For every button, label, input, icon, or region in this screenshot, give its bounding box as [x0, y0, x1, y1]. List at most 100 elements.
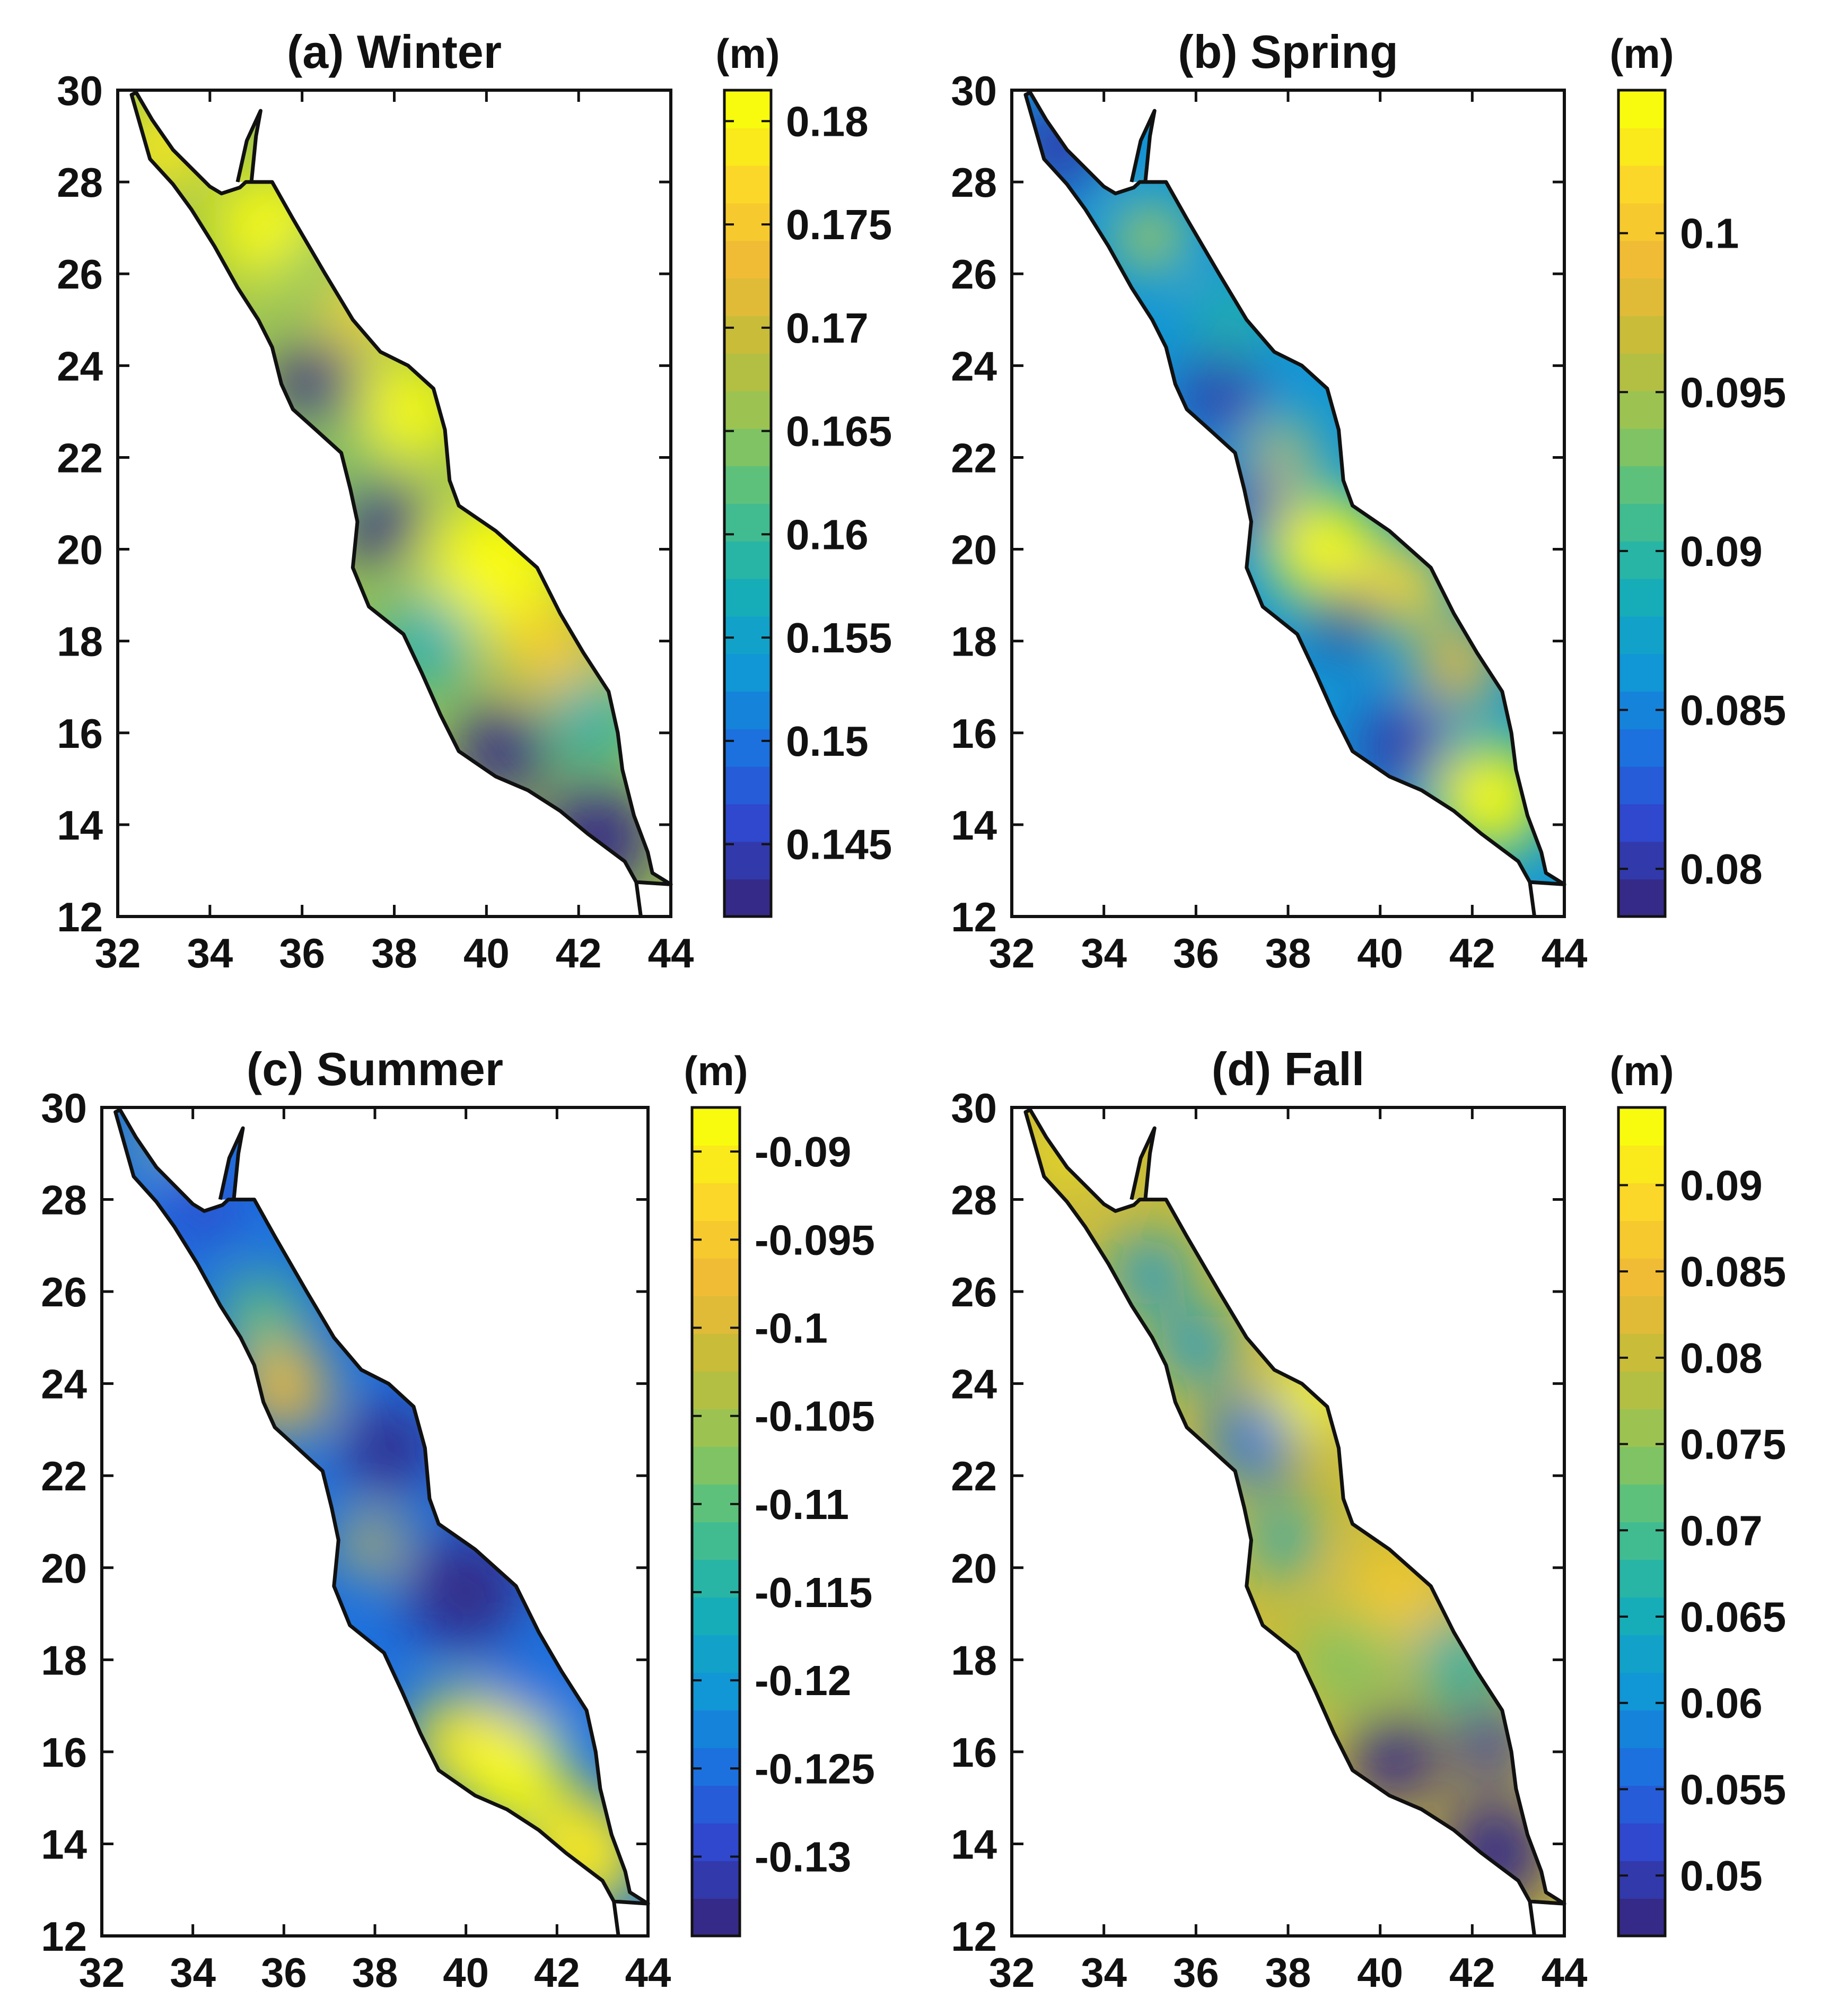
colorbar-band — [692, 1710, 740, 1748]
panel-2: 32 34 36 38 40 42 44 30 28 26 24 22 20 18 16 14 12 (b) Sp… — [951, 25, 1786, 976]
x-tick-label: 40 — [443, 1949, 489, 1996]
y-tick-label: 24 — [951, 343, 997, 389]
x-tick-label: 36 — [1173, 1949, 1219, 1996]
gulf-of-aqaba-coast — [1130, 109, 1157, 182]
colorbar-tick-label: 0.145 — [786, 821, 892, 868]
colorbar-band — [724, 804, 771, 842]
colorbar-tick-label: -0.115 — [755, 1569, 872, 1616]
colorbar-band — [1618, 1522, 1665, 1560]
y-tick-label: 20 — [57, 527, 103, 573]
colorbar-band — [692, 1748, 740, 1786]
colorbar-band — [1618, 540, 1665, 579]
x-tick-label: 32 — [989, 930, 1035, 976]
colorbar-band — [1618, 1635, 1665, 1673]
colorbar-band — [724, 428, 771, 467]
colorbar-band — [1618, 841, 1665, 880]
colorbar-band — [1618, 90, 1665, 128]
colorbar-band — [1618, 1484, 1665, 1522]
colorbar-band — [1618, 1183, 1665, 1221]
colorbar-tick-label: -0.12 — [755, 1657, 851, 1704]
colorbar-band — [1618, 879, 1665, 917]
y-tick-label: 18 — [41, 1637, 87, 1683]
colorbar-tick-label: 0.16 — [786, 511, 869, 558]
colorbar-band — [1618, 390, 1665, 429]
field-feature — [274, 342, 357, 426]
y-tick-label: 18 — [951, 1637, 997, 1683]
colorbar-frame — [723, 89, 773, 918]
colorbar-band — [724, 540, 771, 579]
colorbar-tick-label: 0.17 — [786, 304, 869, 352]
field-feature — [1113, 1236, 1187, 1310]
colorbar-unit-label: (m) — [1609, 1048, 1674, 1094]
colorbar-band — [1618, 1898, 1665, 1936]
x-tick-label: 40 — [1357, 1949, 1403, 1996]
colorbar-tick-label: 0.18 — [786, 98, 869, 145]
colorbar-band — [724, 90, 771, 128]
colorbar-band — [724, 578, 771, 617]
y-tick-label: 14 — [57, 802, 103, 849]
colorbar-band — [1618, 466, 1665, 504]
colorbar-band — [1618, 653, 1665, 692]
y-tick-label: 20 — [951, 1545, 997, 1592]
x-tick-label: 38 — [1265, 930, 1311, 976]
x-tick-label: 36 — [279, 930, 325, 976]
y-tick-label: 30 — [41, 1085, 87, 1131]
colorbar-band — [1618, 127, 1665, 166]
colorbar-tick-label: 0.08 — [1680, 845, 1763, 893]
colorbar-frame — [1617, 1106, 1667, 1938]
colorbar-band — [1618, 616, 1665, 654]
colorbar-tick-label: 0.07 — [1680, 1507, 1763, 1554]
colorbar-band — [1618, 1107, 1665, 1146]
colorbar-tick-label: 0.055 — [1680, 1766, 1786, 1813]
colorbar-tick-label: -0.105 — [755, 1393, 875, 1440]
y-tick-label: 30 — [57, 67, 103, 114]
colorbar-band — [724, 728, 771, 767]
bab-el-mandeb-coast — [634, 882, 643, 917]
colorbar-band — [692, 1672, 740, 1710]
gulf-of-aqaba-coast — [218, 1126, 245, 1200]
y-tick-label: 22 — [41, 1453, 87, 1499]
colorbar-unit-label: (m) — [684, 1048, 748, 1094]
y-tick-label: 16 — [41, 1729, 87, 1776]
colorbar-tick-label: 0.09 — [1680, 1162, 1763, 1209]
colorbar-band — [1618, 240, 1665, 279]
colorbar-band — [1618, 804, 1665, 842]
coastline — [1023, 1107, 1566, 1906]
colorbar-band — [1618, 1672, 1665, 1710]
colorbar-band — [1618, 1371, 1665, 1409]
y-tick-label: 12 — [57, 894, 103, 940]
y-tick-label: 22 — [951, 1453, 997, 1499]
colorbar-band — [692, 1258, 740, 1296]
colorbar-band — [1618, 353, 1665, 391]
field-feature — [1311, 586, 1376, 651]
colorbar-tick-label: -0.13 — [755, 1833, 851, 1880]
colorbar-band — [692, 1446, 740, 1485]
gulf-of-aqaba-coast — [1130, 1126, 1157, 1200]
colorbar-band — [692, 1409, 740, 1447]
colorbar-tick-label: 0.095 — [1680, 369, 1786, 416]
colorbar-band — [1618, 278, 1665, 316]
x-tick-label: 38 — [1265, 1949, 1311, 1996]
colorbar-band — [724, 653, 771, 692]
colorbar-band — [1618, 1748, 1665, 1786]
field-feature — [1256, 425, 1311, 481]
y-tick-label: 12 — [951, 894, 997, 940]
colorbar-band — [692, 1333, 740, 1372]
panel-title: (a) Winter — [287, 25, 502, 78]
colorbar-band — [724, 390, 771, 429]
y-tick-label: 26 — [57, 251, 103, 298]
y-tick-label: 26 — [951, 251, 997, 298]
colorbar-tick-label: 0.08 — [1680, 1334, 1763, 1382]
x-tick-label: 44 — [625, 1949, 671, 1996]
field-feature — [343, 1402, 434, 1494]
colorbar-tick-label: -0.11 — [755, 1481, 849, 1528]
colorbar-band — [692, 1597, 740, 1635]
colorbar-band — [1618, 315, 1665, 354]
y-tick-label: 12 — [41, 1913, 87, 1960]
colorbar-band — [692, 1522, 740, 1560]
bab-el-mandeb-coast — [1528, 882, 1537, 917]
y-tick-label: 22 — [57, 434, 103, 481]
x-tick-label: 36 — [1173, 930, 1219, 976]
colorbar-band — [1618, 1409, 1665, 1447]
